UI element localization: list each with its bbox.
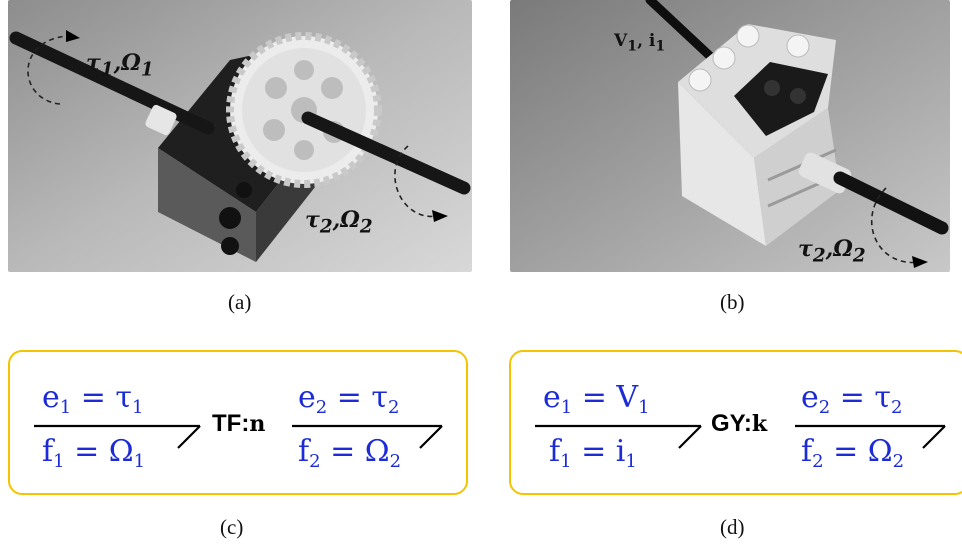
gear-train-illustration [8, 0, 472, 272]
motor-illustration [510, 0, 950, 272]
output-torque-speed-label: τ2,Ω2 [305, 207, 373, 238]
input-torque-speed-label: τ1,Ω1 [86, 50, 154, 81]
left-flow-c-text: f1 = Ω1 [42, 434, 146, 472]
right-flow-d-text: f2 = Ω2 [801, 434, 905, 472]
gyrator-symbol: GY: [711, 410, 752, 437]
right-flow-d: f2 = Ω2 [801, 434, 904, 472]
left-effort-d: e1 = V1 [543, 380, 650, 418]
photo-motor [510, 0, 950, 272]
right-flow-c-text: f2 = Ω2 [298, 434, 402, 472]
caption-b: (b) [720, 290, 745, 314]
transformer-symbol: TF: [212, 410, 250, 437]
motor-output-label: τ2,Ω2 [798, 236, 866, 267]
caption-c: (c) [220, 515, 244, 539]
bond-graph-transformer: e1 = τ1 f1 = Ω1 TF:n e2 = τ2 f2 = Ω2 [8, 350, 468, 495]
bond-half-arrow-right-c [292, 424, 443, 449]
bond-half-arrow-right-d [795, 424, 946, 449]
voltage-current-label: V1, i1 [614, 31, 666, 55]
left-flow-d-text: f1 = i1 [549, 434, 637, 472]
left-flow-c: f1 = Ω1 [42, 434, 145, 472]
transformer-element: TF:n [212, 410, 265, 438]
gyrator-element: GY:k [711, 410, 767, 438]
left-effort-d-text: e1 = V1 [543, 380, 650, 418]
photo-gear-train [8, 0, 472, 272]
left-flow-d: f1 = i1 [549, 434, 637, 472]
right-effort-c-text: e2 = τ2 [298, 380, 400, 418]
right-effort-c: e2 = τ2 [298, 380, 399, 418]
left-effort-c: e1 = τ1 [42, 380, 143, 418]
right-flow-c: f2 = Ω2 [298, 434, 401, 472]
caption-a: (a) [228, 290, 252, 314]
right-effort-d: e2 = τ2 [801, 380, 902, 418]
right-effort-d-text: e2 = τ2 [801, 380, 903, 418]
bond-half-arrow-left-c [34, 424, 201, 449]
bond-half-arrow-left-d [535, 424, 702, 449]
caption-d: (d) [720, 515, 745, 539]
bond-graph-gyrator: e1 = V1 f1 = i1 GY:k e2 = τ2 f2 = Ω2 [509, 350, 962, 495]
left-effort-c-text: e1 = τ1 [42, 380, 144, 418]
transformer-ratio: n [249, 411, 266, 437]
gyrator-constant: k [751, 411, 768, 437]
